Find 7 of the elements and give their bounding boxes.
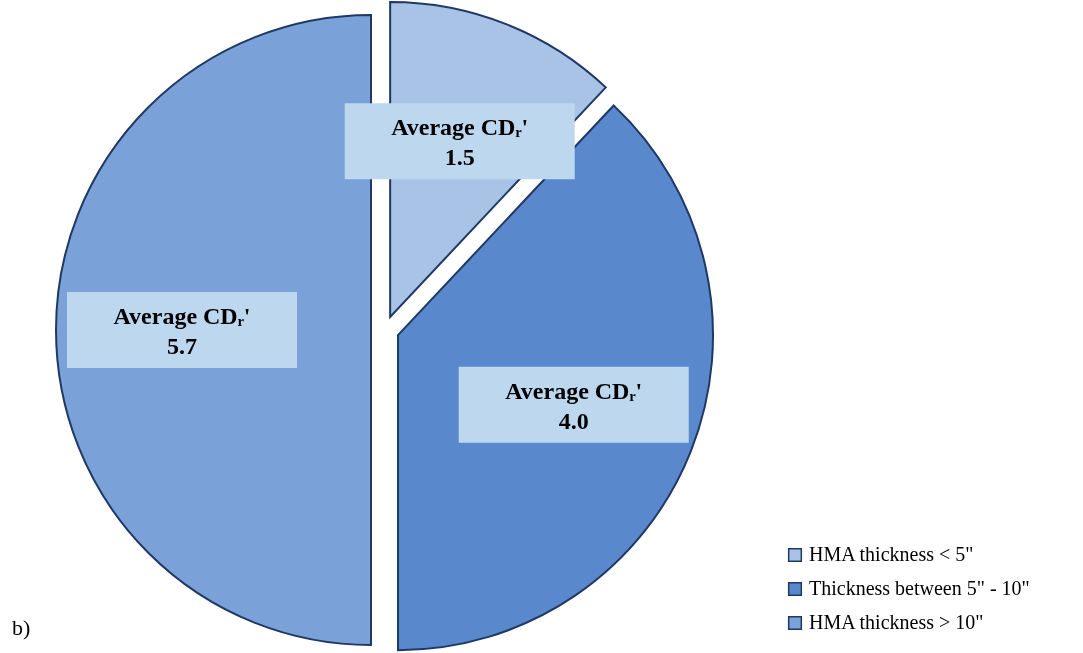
legend-label: HMA thickness < 5" bbox=[809, 543, 974, 565]
text: Average CDᵣ' 1.5 bbox=[391, 114, 529, 171]
text: Average CDᵣ' 5.7 bbox=[113, 303, 251, 359]
text: b) bbox=[12, 615, 31, 640]
legend-label: HMA thickness > 10" bbox=[809, 611, 984, 633]
text: Average CDᵣ' 4.0 bbox=[505, 377, 643, 434]
legend-label: Thickness between 5" - 10" bbox=[809, 577, 1030, 599]
